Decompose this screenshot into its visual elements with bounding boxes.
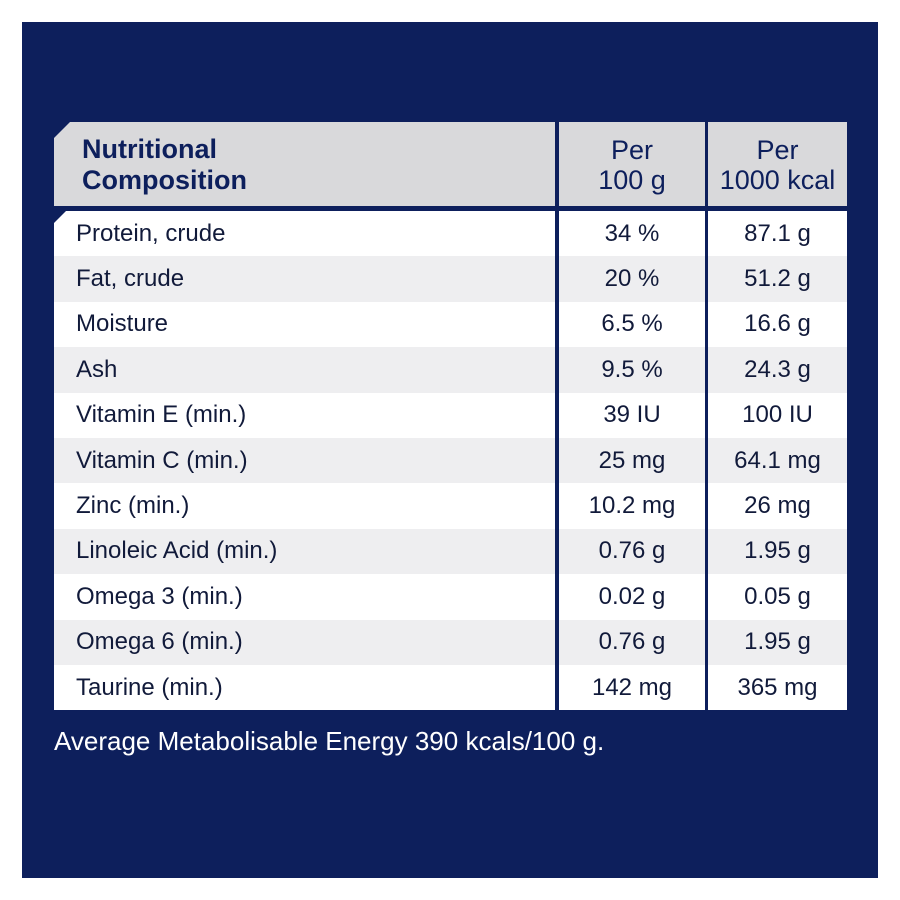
- header-name-line2: Composition: [82, 165, 247, 195]
- nutrient-name: Omega 3 (min.): [54, 574, 555, 620]
- table-header: Nutritional Composition Per 100 g Per 10…: [54, 122, 847, 206]
- table-row: Fat, crude 20 % 51.2 g: [54, 256, 847, 302]
- nutrient-name: Protein, crude: [54, 211, 555, 257]
- value-per-1000kcal: 100 IU: [708, 392, 847, 438]
- nutrient-name: Vitamin E (min.): [54, 392, 555, 438]
- table-row: Protein, crude 34 % 87.1 g: [54, 211, 847, 257]
- value-per-100g: 34 %: [559, 211, 705, 257]
- value-per-1000kcal: 16.6 g: [708, 301, 847, 348]
- table-row: Taurine (min.) 142 mg 365 mg: [54, 664, 847, 711]
- nutrient-name: Omega 6 (min.): [54, 619, 555, 665]
- header-nutritional-composition: Nutritional Composition: [54, 122, 555, 206]
- header-col1-line2: 100 g: [598, 165, 666, 195]
- value-per-1000kcal: 64.1 mg: [708, 437, 847, 484]
- value-per-100g: 0.02 g: [559, 574, 705, 620]
- value-per-100g: 10.2 mg: [559, 483, 705, 529]
- table-row: Omega 6 (min.) 0.76 g 1.95 g: [54, 619, 847, 665]
- value-per-1000kcal: 1.95 g: [708, 619, 847, 665]
- value-per-1000kcal: 24.3 g: [708, 347, 847, 393]
- nutrition-table: Nutritional Composition Per 100 g Per 10…: [54, 122, 847, 711]
- value-per-1000kcal: 1.95 g: [708, 528, 847, 575]
- table-row: Moisture 6.5 % 16.6 g: [54, 301, 847, 348]
- nutrient-name: Fat, crude: [54, 256, 555, 302]
- value-per-100g: 20 %: [559, 256, 705, 302]
- value-per-1000kcal: 26 mg: [708, 483, 847, 529]
- value-per-100g: 6.5 %: [559, 301, 705, 348]
- value-per-1000kcal: 51.2 g: [708, 256, 847, 302]
- nutrient-name: Moisture: [54, 301, 555, 348]
- value-per-1000kcal: 0.05 g: [708, 574, 847, 620]
- value-per-1000kcal: 365 mg: [708, 664, 847, 711]
- value-per-100g: 0.76 g: [559, 619, 705, 665]
- table-row: Vitamin C (min.) 25 mg 64.1 mg: [54, 437, 847, 484]
- energy-footnote: Average Metabolisable Energy 390 kcals/1…: [54, 726, 605, 756]
- value-per-100g: 0.76 g: [559, 528, 705, 575]
- header-per-100g: Per 100 g: [559, 122, 705, 206]
- header-col1-line1: Per: [610, 135, 654, 165]
- nutrient-name: Taurine (min.): [54, 664, 555, 711]
- value-per-100g: 142 mg: [559, 664, 705, 711]
- table-row: Vitamin E (min.) 39 IU 100 IU: [54, 392, 847, 438]
- nutrient-name: Linoleic Acid (min.): [54, 528, 555, 575]
- value-per-1000kcal: 87.1 g: [708, 211, 847, 257]
- table-row: Zinc (min.) 10.2 mg 26 mg: [54, 483, 847, 529]
- table-row: Ash 9.5 % 24.3 g: [54, 347, 847, 393]
- header-col2-line2: 1000 kcal: [719, 165, 836, 195]
- value-per-100g: 39 IU: [559, 392, 705, 438]
- table-body: Protein, crude 34 % 87.1 g Fat, crude 20…: [54, 211, 847, 711]
- nutrient-name: Zinc (min.): [54, 483, 555, 529]
- value-per-100g: 9.5 %: [559, 347, 705, 393]
- header-col2-line1: Per: [756, 135, 799, 165]
- header-per-1000kcal: Per 1000 kcal: [708, 122, 847, 206]
- nutrient-name: Vitamin C (min.): [54, 437, 555, 484]
- table-row: Linoleic Acid (min.) 0.76 g 1.95 g: [54, 528, 847, 575]
- header-name-line1: Nutritional: [82, 134, 217, 164]
- value-per-100g: 25 mg: [559, 437, 705, 484]
- table-row: Omega 3 (min.) 0.02 g 0.05 g: [54, 574, 847, 620]
- nutrient-name: Ash: [54, 347, 555, 393]
